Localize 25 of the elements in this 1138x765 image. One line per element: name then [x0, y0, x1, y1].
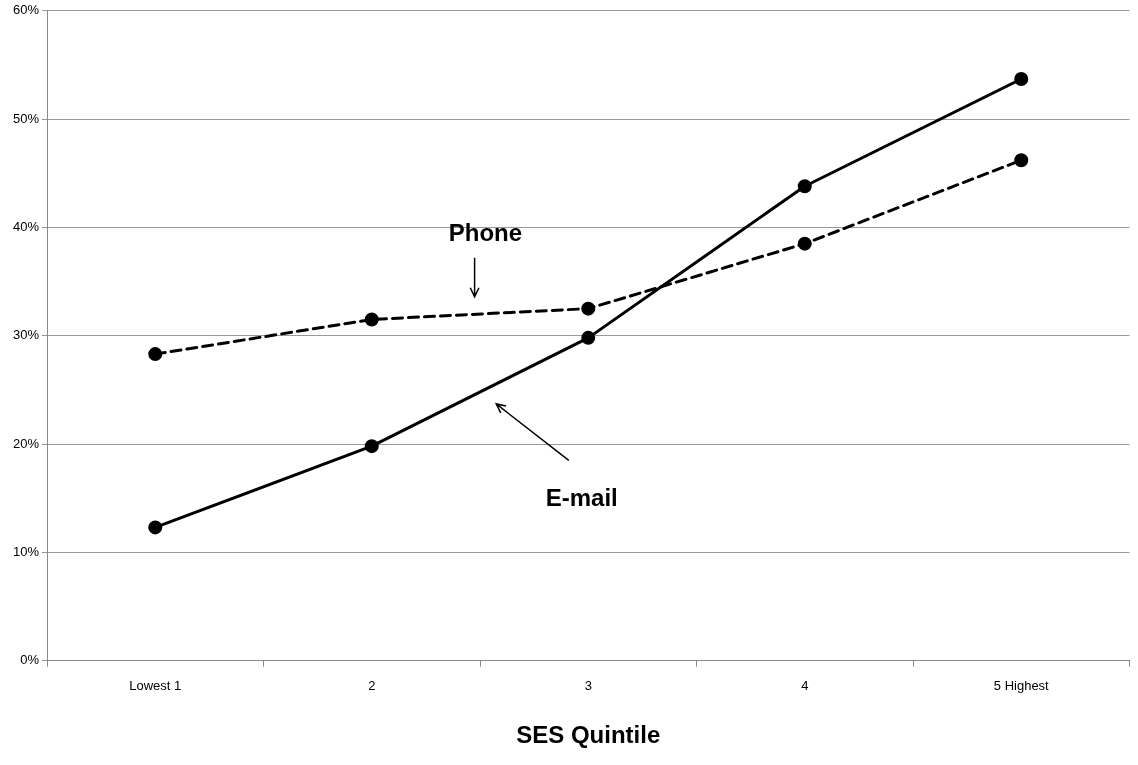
y-tick-label: 40%	[12, 218, 40, 234]
point	[581, 330, 596, 345]
point	[364, 439, 379, 454]
y-tick-label: 60%	[12, 2, 40, 18]
point	[1014, 72, 1029, 87]
point	[148, 347, 163, 362]
point	[797, 236, 812, 251]
annotation: Phone	[448, 219, 523, 248]
x-tick-label: 3	[584, 677, 592, 693]
point	[581, 301, 596, 316]
point	[364, 312, 379, 327]
y-tick-label: 50%	[12, 110, 40, 126]
x-tick-label: Lowest 1	[129, 677, 182, 693]
x-axis-title: SES Quintile	[516, 721, 661, 749]
y-tick-label: 30%	[12, 327, 40, 343]
point	[148, 520, 163, 535]
point	[1014, 153, 1029, 168]
y-tick-label: 10%	[12, 543, 40, 559]
annotation: E-mail	[545, 484, 618, 513]
x-tick-label: 2	[368, 677, 376, 693]
point	[797, 179, 812, 194]
y-tick-label: 20%	[12, 435, 40, 451]
x-tick-label: 4	[801, 677, 809, 693]
x-tick-label: 5 Highest	[993, 677, 1050, 693]
y-tick-label: 0%	[20, 652, 40, 668]
